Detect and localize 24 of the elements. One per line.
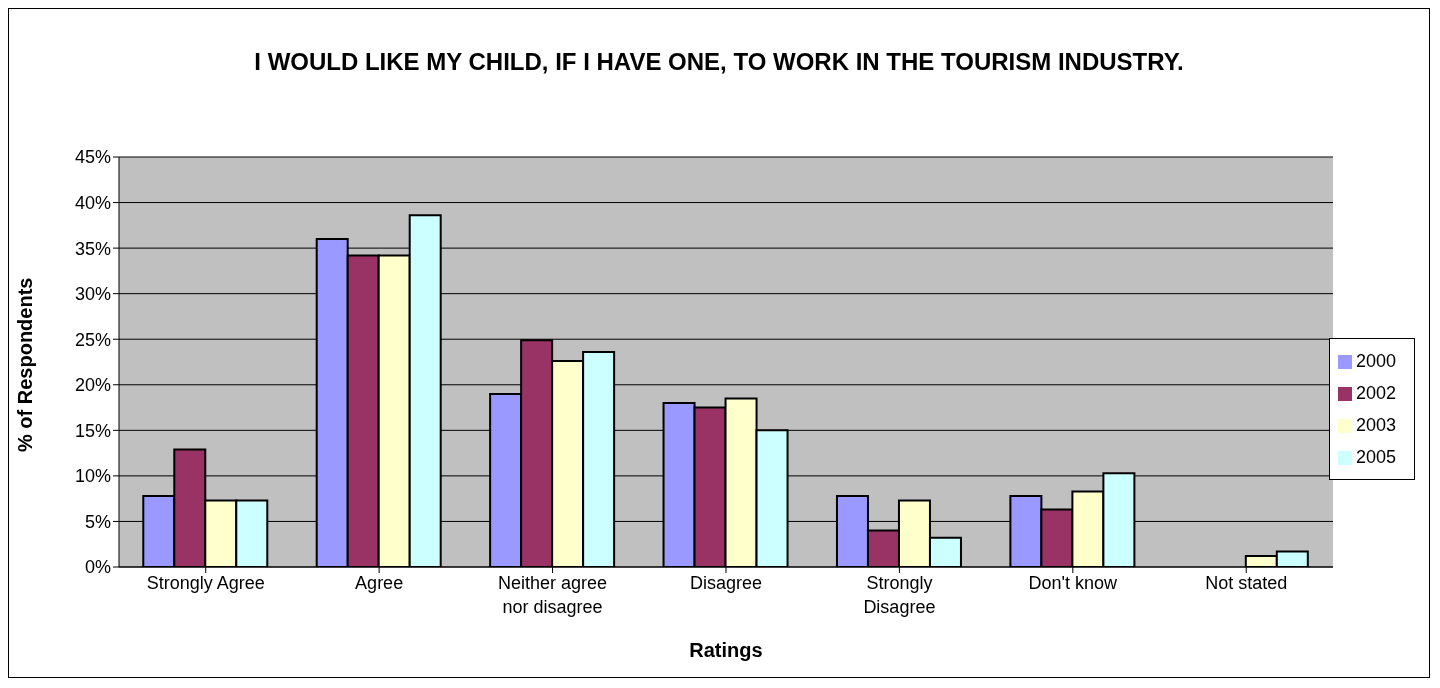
x-tick-label: Don't know <box>1028 573 1119 593</box>
x-axis-title: Ratings <box>689 639 763 661</box>
x-tick-label: Strongly Disagree <box>863 573 936 617</box>
y-tick-label: 0% <box>84 557 111 578</box>
y-tick-label: 15% <box>74 420 111 441</box>
y-axis-title: % of Respondents <box>14 277 37 452</box>
chart-title: I WOULD LIKE MY CHILD, IF I HAVE ONE, TO WORK IN THE TOURISM INDUSTRY. <box>253 47 1185 77</box>
y-tick-label: 30% <box>74 284 111 305</box>
y-tick-label: 20% <box>74 375 111 396</box>
y-tick-label: 25% <box>74 329 111 350</box>
y-tick-label: 35% <box>74 238 111 259</box>
y-tick-label: 5% <box>84 511 111 532</box>
y-tick-label: 10% <box>74 466 111 487</box>
y-tick-label: 45% <box>74 147 111 168</box>
x-tick-label: Strongly Agree <box>146 573 265 593</box>
legend-label: 2000 <box>1355 351 1396 371</box>
x-tick-label: Agree <box>355 573 404 593</box>
legend-label: 2003 <box>1355 415 1396 435</box>
x-tick-label: Disagree <box>689 573 762 593</box>
legend-label: 2005 <box>1355 447 1396 467</box>
legend-label: 2002 <box>1355 383 1396 403</box>
y-tick-label: 40% <box>74 192 111 213</box>
x-tick-label: Neither agree nor disagree <box>498 573 608 617</box>
x-tick-label: Not stated <box>1205 573 1288 593</box>
